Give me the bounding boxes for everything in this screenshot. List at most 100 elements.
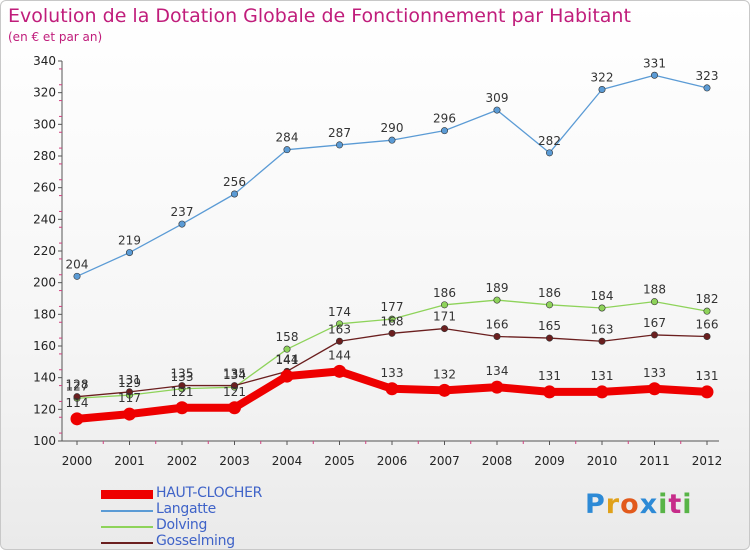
x-tick-label: 2009 [534,454,565,468]
data-label-langatte: 287 [328,126,351,140]
data-point-dolving [598,304,606,312]
y-tick-label: 320 [33,86,56,100]
x-tick-label: 2001 [114,454,145,468]
data-point-dolving [650,298,658,306]
data-point-haut-clocher [70,412,84,426]
y-tick-label: 140 [33,371,56,385]
data-label-langatte: 282 [538,134,561,148]
data-point-dolving [703,307,711,315]
data-point-haut-clocher [543,385,556,399]
data-label-gosselming: 165 [538,319,561,333]
data-point-langatte [440,127,448,135]
data-label-dolving: 134 [223,368,246,382]
data-label-langatte: 290 [381,121,404,135]
x-tick-label: 2003 [219,454,250,468]
x-tick-label: 2007 [429,454,460,468]
y-tick-label: 120 [33,402,56,416]
data-point-gosselming [73,393,81,401]
data-point-gosselming [126,388,134,396]
y-tick-label: 280 [33,149,56,163]
data-label-dolving: 184 [591,289,614,303]
data-label-gosselming: 131 [118,373,141,387]
data-label-dolving: 133 [171,370,194,384]
data-point-langatte [650,71,658,79]
data-label-langatte: 204 [66,257,89,271]
data-label-gosselming: 168 [381,314,404,328]
data-label-gosselming: 135 [223,367,246,381]
data-point-langatte [493,106,501,114]
data-label-dolving: 158 [276,330,299,344]
data-point-langatte [283,146,291,154]
data-label-haut-clocher: 131 [591,369,614,383]
data-point-haut-clocher [333,364,346,378]
data-point-langatte [598,86,606,94]
data-label-dolving: 186 [538,286,561,300]
data-point-langatte [178,220,186,228]
data-point-dolving [493,296,501,304]
logo-letter: t [668,489,683,520]
x-tick-label: 2011 [639,454,670,468]
legend-swatch-dolving [101,526,153,528]
y-tick-label: 220 [33,244,56,258]
data-label-dolving: 174 [328,305,351,319]
y-tick-label: 100 [33,434,56,448]
data-point-gosselming [703,332,711,340]
data-label-langatte: 323 [696,69,719,83]
data-label-haut-clocher: 141 [276,353,299,367]
logo-letter: x [639,489,659,520]
x-tick-label: 2002 [167,454,198,468]
data-point-langatte [545,149,553,157]
data-point-gosselming [178,382,186,390]
logo-letter: P [585,489,606,520]
data-label-langatte: 322 [591,71,614,85]
data-label-dolving: 182 [696,292,719,306]
legend-swatch-haut-clocher [101,490,153,499]
data-point-gosselming [493,332,501,340]
data-label-haut-clocher: 134 [486,364,509,378]
data-label-langatte: 331 [643,56,666,70]
data-label-dolving: 186 [433,286,456,300]
data-label-haut-clocher: 121 [223,385,246,399]
data-label-langatte: 309 [486,91,509,105]
y-tick-label: 200 [33,276,56,290]
data-label-dolving: 177 [381,300,404,314]
data-label-haut-clocher: 144 [328,348,351,362]
proxiti-logo: Proxiti [585,489,693,520]
legend-swatch-gosselming [101,542,153,544]
data-label-haut-clocher: 114 [66,396,89,410]
data-label-gosselming: 166 [696,318,719,332]
data-labels: 204 219 237 256 284 287 290 296 309 282 322 331 323 1… [66,56,719,410]
logo-letter: i [658,489,669,520]
data-point-gosselming [388,329,396,337]
x-tick-label: 2008 [482,454,513,468]
data-label-gosselming: 171 [433,310,456,324]
data-point-dolving [388,315,396,323]
x-tick-label: 2004 [272,454,303,468]
data-label-gosselming: 144 [276,352,299,366]
legend-swatch-langatte [101,510,153,512]
logo-letter: r [605,489,621,520]
logo-letter: i [682,489,693,520]
data-label-langatte: 296 [433,112,456,126]
data-label-langatte: 284 [276,131,299,145]
data-point-haut-clocher [595,385,609,399]
chart-title: Evolution de la Dotation Globale de Fonc… [8,5,631,27]
data-label-langatte: 256 [223,175,246,189]
legend-label-haut-clocher: HAUT-CLOCHER [156,485,263,501]
data-label-dolving: 189 [486,281,509,295]
data-label-dolving: 127 [66,379,89,393]
data-point-haut-clocher [648,382,661,396]
data-label-dolving: 188 [643,283,666,297]
x-tick-label: 2005 [324,454,355,468]
data-label-gosselming: 128 [66,378,89,392]
data-label-langatte: 237 [171,205,194,219]
data-label-gosselming: 135 [171,367,194,381]
y-tick-label: 340 [33,54,56,68]
data-label-gosselming: 163 [591,322,614,336]
x-tick-label: 2006 [377,454,408,468]
data-point-haut-clocher [438,383,451,397]
x-tick-label: 2010 [587,454,618,468]
data-point-langatte [73,272,81,280]
